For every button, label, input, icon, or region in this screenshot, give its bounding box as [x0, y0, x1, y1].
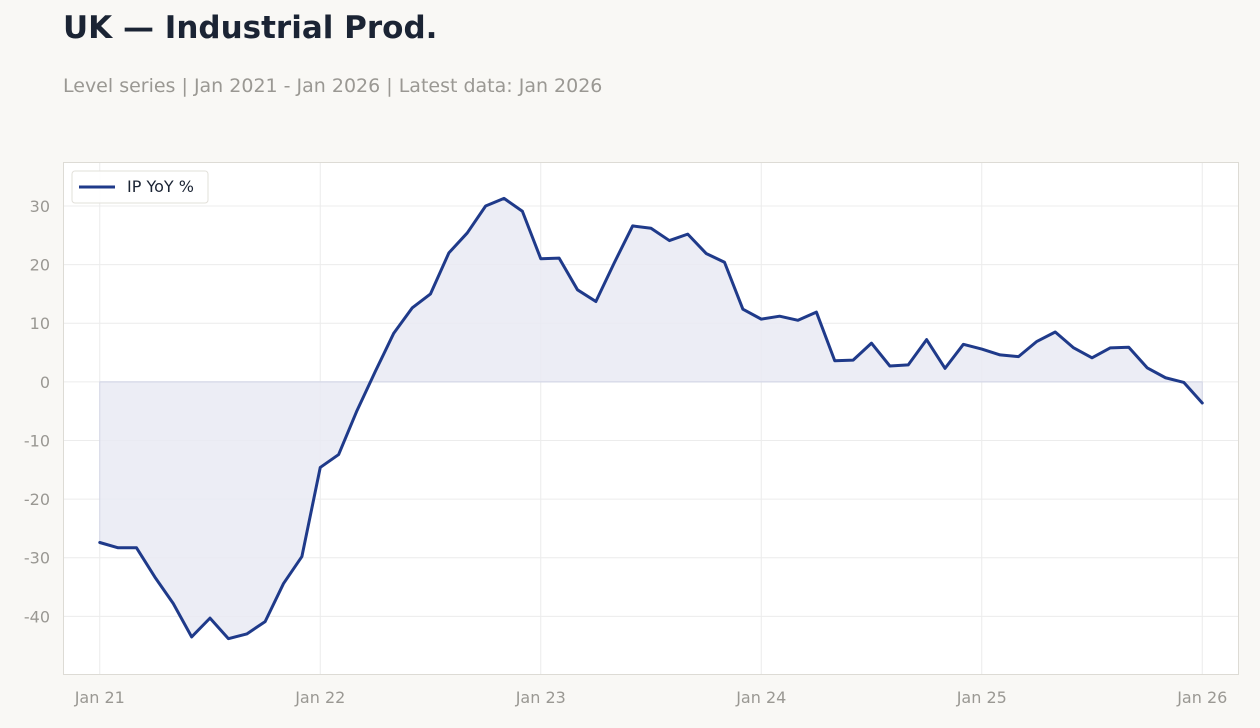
x-tick-label: Jan 23	[515, 688, 566, 707]
legend-box	[71, 170, 209, 204]
series-line-ip-yoy	[98, 196, 1204, 641]
plot-frame	[63, 162, 1239, 675]
y-tick-label: -30	[24, 549, 50, 568]
y-tick-label: -10	[24, 431, 50, 450]
x-tick-label: Jan 25	[956, 688, 1007, 707]
y-tick-label: 20	[30, 256, 50, 275]
x-tick-label: Jan 22	[294, 688, 345, 707]
y-tick-label: -40	[24, 607, 50, 626]
chart-subtitle: Level series | Jan 2021 - Jan 2026 | Lat…	[63, 75, 603, 97]
legend-label: IP YoY %	[127, 177, 194, 196]
y-tick-label: -20	[24, 490, 50, 509]
x-tick-label: Jan 26	[1176, 688, 1227, 707]
chart-title: UK — Industrial Prod.	[63, 10, 438, 46]
y-tick-label: 30	[30, 197, 50, 216]
y-tick-label: 10	[30, 314, 50, 333]
x-tick-label: Jan 21	[74, 688, 125, 707]
y-tick-label: 0	[40, 373, 50, 392]
x-tick-label: Jan 24	[735, 688, 786, 707]
